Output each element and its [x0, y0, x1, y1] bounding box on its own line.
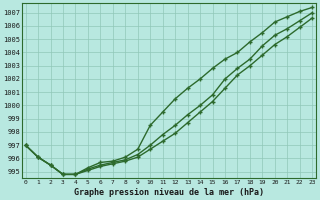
- X-axis label: Graphe pression niveau de la mer (hPa): Graphe pression niveau de la mer (hPa): [74, 188, 264, 197]
